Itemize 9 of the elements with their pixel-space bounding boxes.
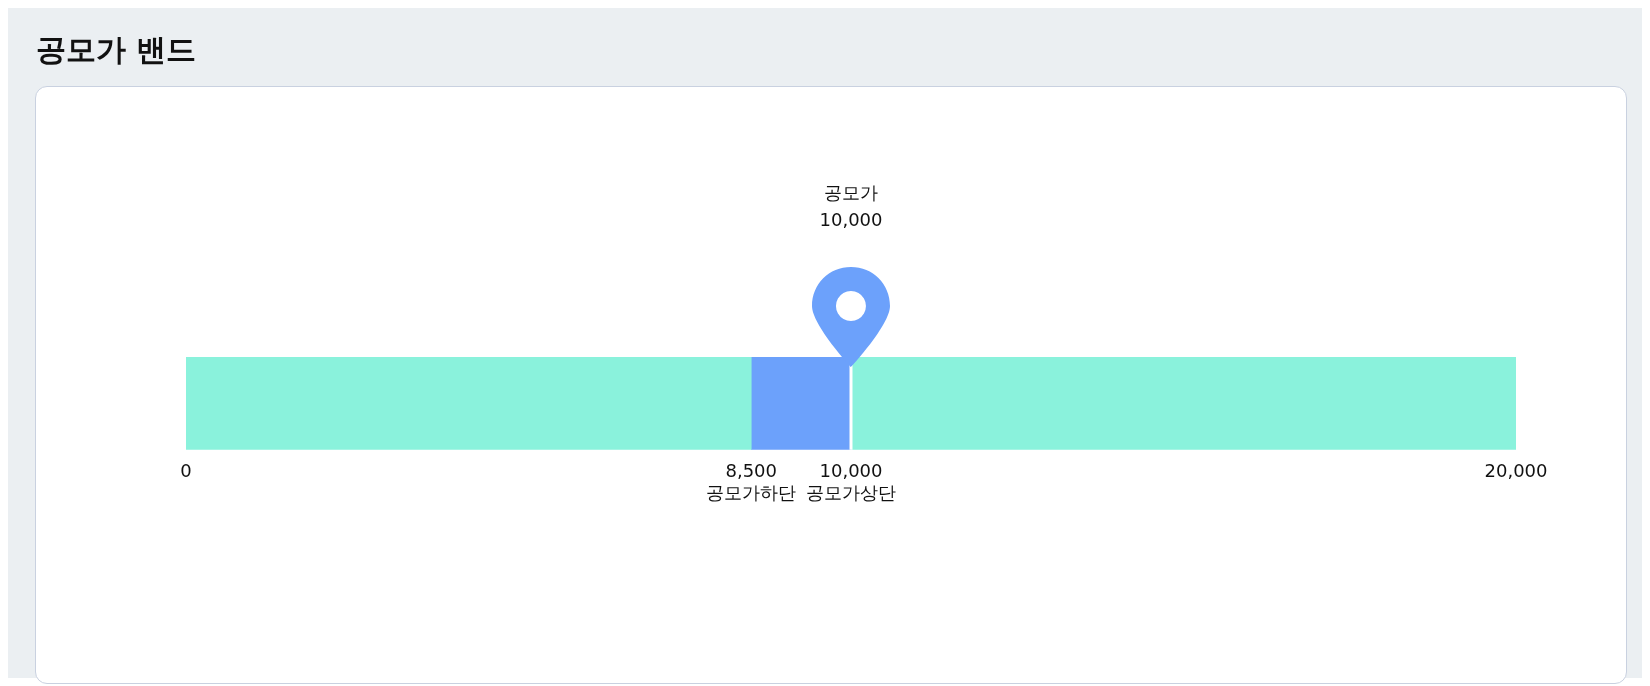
x-tick-label: 0 [180,460,192,482]
bar [850,357,1516,450]
bar [186,357,752,450]
x-tick-label: 8,500 공모가하단 [706,460,797,503]
ref-line-label: 공모가 10,000 [819,182,883,230]
x-tick-label: 20,000 [1484,460,1548,482]
x-tick-label: 10,000 공모가상단 [806,460,896,503]
chart-title: 공모가 밴드 [36,31,197,69]
bar [750,357,852,450]
